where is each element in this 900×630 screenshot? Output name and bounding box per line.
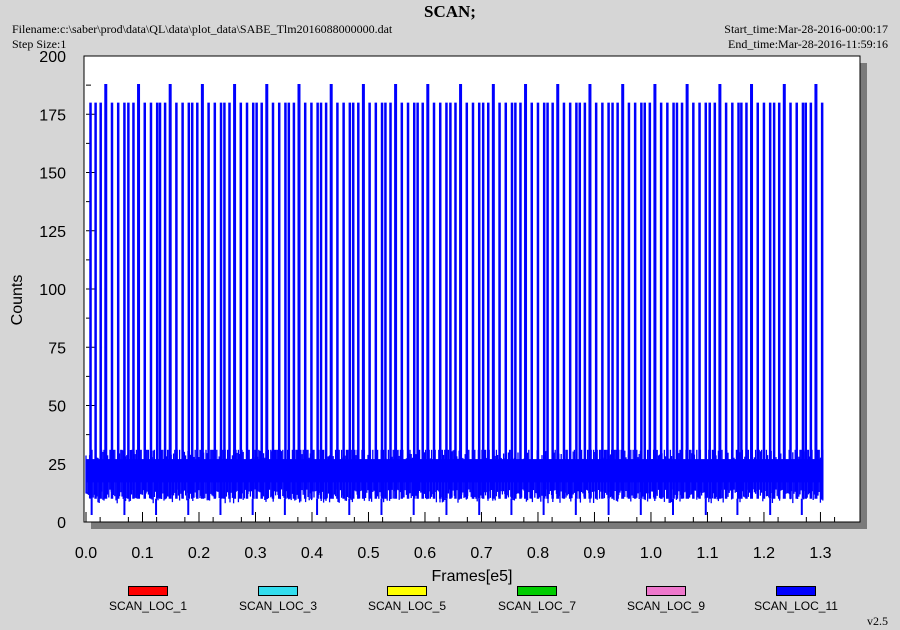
y-axis-label: Counts [9, 275, 26, 326]
x-tick-label: 0.2 [188, 545, 210, 562]
legend-swatch [646, 586, 686, 596]
x-tick-label: 0.9 [583, 545, 605, 562]
x-tick-label: 0.6 [414, 545, 436, 562]
y-tick-label: 25 [48, 457, 66, 474]
version-label: v2.5 [867, 614, 888, 628]
x-axis-label: Frames[e5] [432, 568, 513, 585]
legend-swatch [517, 586, 557, 596]
legend-item: SCAN_LOC_9 [606, 586, 726, 613]
legend-label: SCAN_LOC_1 [108, 599, 188, 613]
legend-item: SCAN_LOC_7 [477, 586, 597, 613]
legend-label: SCAN_LOC_11 [754, 599, 838, 613]
y-tick-label: 175 [39, 107, 66, 124]
start-time-label: Start_time:Mar-28-2016-00:00:17 [724, 22, 888, 36]
tick-labels: 0.0 0.1 0.2 0.3 0.4 0.5 0.6 0.7 0.8 0.9 1.0 1.1 1.2 1… [39, 49, 831, 562]
y-tick-label: 100 [39, 282, 66, 299]
y-tick-label: 125 [39, 224, 66, 241]
legend-swatch [258, 586, 298, 596]
legend-item: SCAN_LOC_11 [736, 586, 856, 613]
x-tick-label: 0.7 [470, 545, 492, 562]
y-tick-label: 50 [48, 399, 66, 416]
legend-item: SCAN_LOC_3 [218, 586, 338, 613]
y-tick-label: 75 [48, 340, 66, 357]
x-tick-label: 0.1 [131, 545, 153, 562]
step-size-label: Step Size:1 [12, 37, 67, 51]
legend-label: SCAN_LOC_3 [238, 599, 318, 613]
filename-label: Filename:c:\saber\prod\data\QL\data\plot… [12, 22, 393, 36]
x-tick-label: 1.3 [809, 545, 831, 562]
x-tick-label: 0.8 [527, 545, 549, 562]
legend-label: SCAN_LOC_5 [367, 599, 447, 613]
x-tick-label: 0.0 [75, 545, 97, 562]
y-tick-label: 200 [39, 49, 66, 66]
legend-item: SCAN_LOC_5 [347, 586, 467, 613]
scan-loc-11-peaks [89, 83, 824, 499]
legend-swatch [776, 586, 816, 596]
x-tick-label: 1.1 [696, 545, 718, 562]
x-tick-label: 0.3 [244, 545, 266, 562]
x-tick-label: 1.2 [753, 545, 775, 562]
legend-swatch [128, 586, 168, 596]
chart-title: SCAN; [424, 2, 476, 21]
y-tick-label: 0 [57, 515, 66, 532]
legend-label: SCAN_LOC_9 [626, 599, 706, 613]
x-tick-label: 0.4 [301, 545, 323, 562]
series-layer [85, 83, 824, 516]
legend-item: SCAN_LOC_1 [88, 586, 208, 613]
end-time-label: End_time:Mar-28-2016-11:59:16 [728, 37, 888, 51]
y-tick-label: 150 [39, 166, 66, 183]
legend-label: SCAN_LOC_7 [497, 599, 577, 613]
legend-swatch [387, 586, 427, 596]
scan-loc-11-dips [90, 498, 803, 516]
x-tick-label: 1.0 [640, 545, 662, 562]
x-tick-label: 0.5 [357, 545, 379, 562]
